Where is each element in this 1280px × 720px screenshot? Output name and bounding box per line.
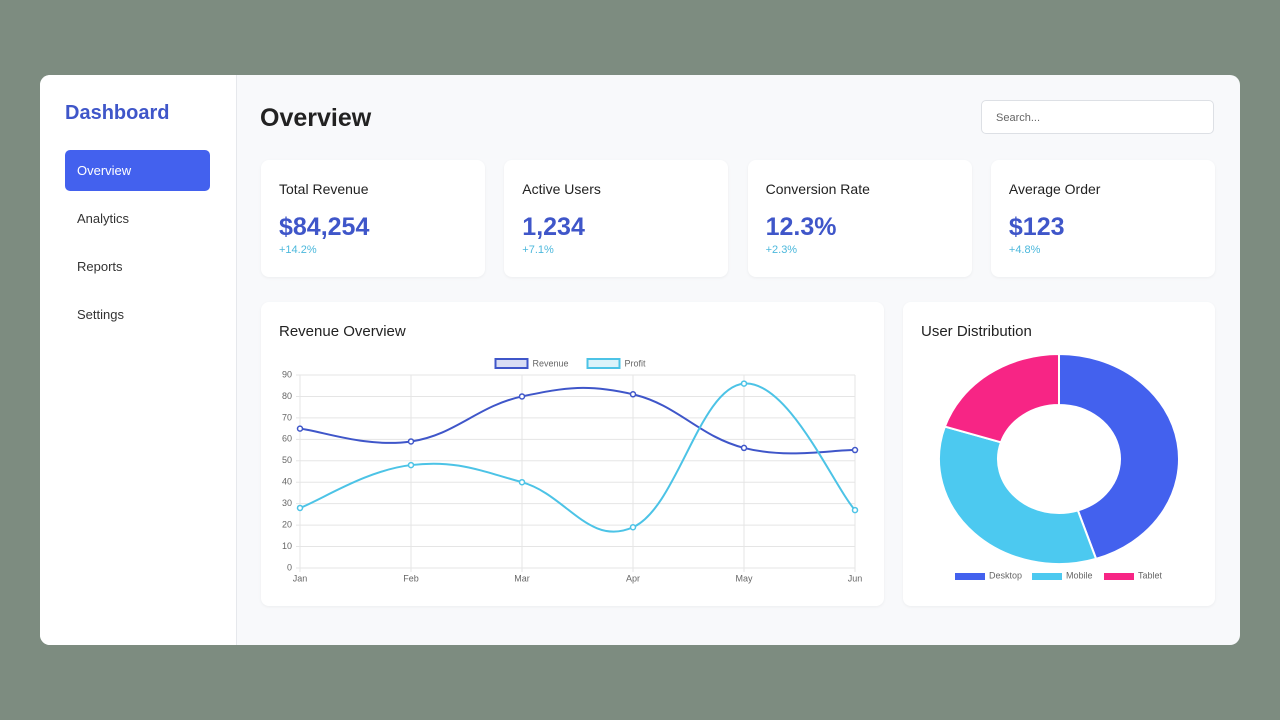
nav-item[interactable]: Overview	[65, 150, 210, 191]
data-point	[629, 391, 637, 398]
y-tick-label: 10	[282, 541, 292, 551]
chart-title: User Distribution	[921, 323, 1032, 340]
data-point	[296, 504, 304, 512]
y-tick-label: 50	[282, 455, 292, 465]
y-tick-label: 80	[282, 391, 292, 401]
stat-change: +4.8%	[1008, 244, 1041, 256]
nav-item[interactable]: Analytics	[77, 211, 130, 226]
stat-value: 1,234	[522, 213, 585, 241]
x-tick-label: Mar	[514, 573, 530, 583]
legend-label: Tablet	[1138, 570, 1163, 580]
y-tick-label: 30	[282, 498, 292, 508]
app-window: Dashboard Overview Analytics Reports Settin…	[40, 75, 1240, 645]
line-chart-card: Revenue Overview 0 10 20 30 40 50 60 70 80 90 Jan F…	[261, 302, 884, 606]
y-tick-label: 90	[282, 369, 292, 379]
data-point	[518, 393, 526, 400]
data-point	[296, 425, 304, 432]
x-tick-label: May	[735, 573, 753, 583]
legend-label: Revenue	[533, 358, 569, 368]
stat-change: +2.3%	[765, 244, 798, 256]
chart-title: Revenue Overview	[279, 323, 406, 340]
y-tick-label: 20	[282, 519, 292, 529]
y-tick-label: 0	[287, 562, 292, 572]
data-point	[740, 380, 748, 387]
x-tick-label: Apr	[626, 573, 640, 583]
search-box[interactable]: Search...	[981, 100, 1214, 134]
x-tick-label: Feb	[403, 573, 419, 583]
nav-item[interactable]: Reports	[77, 259, 123, 274]
legend-label: Profit	[625, 358, 647, 368]
stat-label: Average Order	[1008, 181, 1101, 197]
stat-value: $123	[1008, 213, 1065, 241]
y-tick-label: 70	[282, 412, 292, 422]
line-chart: 0 10 20 30 40 50 60 70 80 90 Jan Feb Mar Apr May Jun Rev…	[282, 358, 863, 583]
y-tick-label: 60	[282, 434, 292, 444]
stat-value: $84,254	[279, 213, 370, 241]
doughnut-segment	[943, 352, 1060, 444]
legend-label: Mobile	[1066, 570, 1093, 580]
y-tick-label: 40	[282, 477, 292, 487]
x-tick-label: Jan	[293, 573, 308, 583]
sidebar-title: Dashboard	[65, 102, 170, 124]
data-point	[740, 444, 748, 452]
legend-swatch	[494, 358, 529, 369]
data-point	[518, 478, 526, 486]
legend-swatch	[955, 573, 985, 580]
doughnut-segment	[1058, 352, 1180, 561]
legend-swatch	[1032, 573, 1062, 580]
stat-label: Active Users	[522, 181, 601, 197]
data-point	[851, 506, 859, 514]
x-tick-label: Jun	[848, 573, 863, 583]
doughnut-segment	[938, 425, 1098, 565]
data-point	[407, 438, 415, 445]
nav-item[interactable]: Settings	[77, 307, 124, 322]
series-line	[299, 386, 856, 455]
stat-change: +14.2%	[279, 244, 317, 256]
stat-card: Active Users 1,234 +7.1%	[504, 160, 729, 277]
stat-card: Total Revenue $84,254 +14.2%	[261, 160, 485, 277]
stat-label: Total Revenue	[279, 181, 369, 197]
doughnut-card: User Distribution Desktop Mobile Tablet	[903, 302, 1215, 606]
stat-card: Average Order $123 +4.8%	[990, 160, 1215, 277]
legend-label: Desktop	[989, 570, 1022, 580]
doughnut-chart: Desktop Mobile Tablet	[938, 352, 1180, 580]
stat-value: 12.3%	[765, 213, 837, 241]
data-point	[851, 446, 859, 454]
legend-swatch	[586, 358, 621, 369]
page-title: Overview	[260, 104, 372, 132]
data-point	[629, 524, 637, 531]
data-point	[407, 461, 415, 469]
sidebar: Dashboard Overview Analytics Reports Settin…	[40, 75, 237, 645]
stat-card: Conversion Rate 12.3% +2.3%	[747, 160, 972, 277]
stat-change: +7.1%	[522, 244, 554, 256]
series-line	[299, 382, 856, 533]
stat-label: Conversion Rate	[765, 181, 870, 197]
legend-swatch	[1104, 573, 1134, 580]
